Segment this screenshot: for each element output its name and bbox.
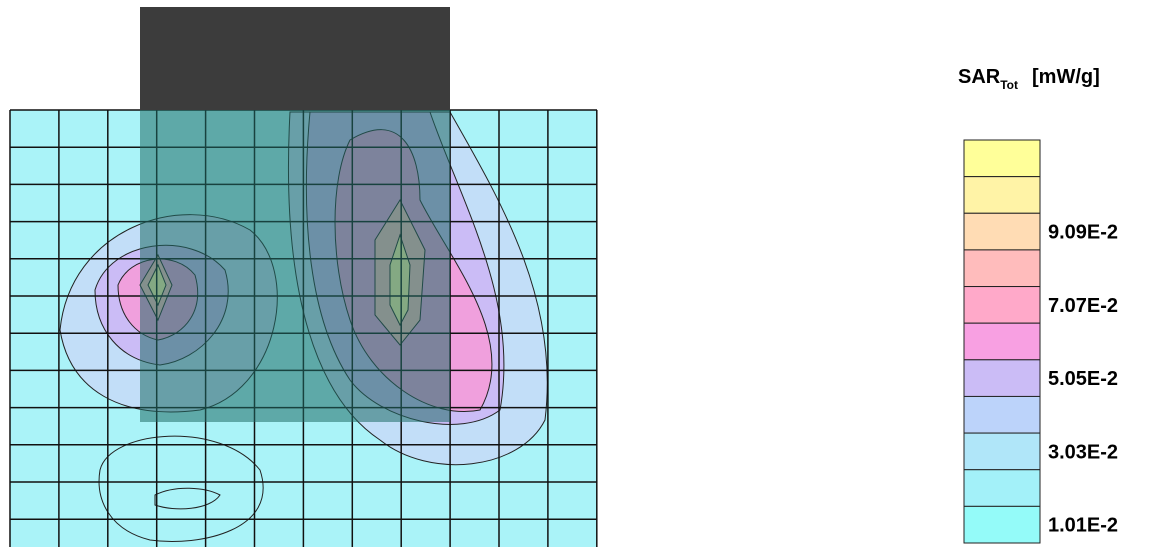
contour <box>154 487 221 510</box>
colorbar-label: 9.09E-2 <box>1048 222 1118 244</box>
colorbar-swatch <box>963 505 1041 544</box>
legend-title: SARTot [mW/g] <box>958 66 1100 92</box>
colorbar-swatch <box>963 469 1041 507</box>
phone-overlay <box>140 110 450 422</box>
colorbar-swatch <box>963 212 1041 251</box>
colorbar-swatch <box>963 286 1041 324</box>
phone-top <box>140 7 450 110</box>
colorbar: 9.09E-2 7.07E-2 5.05E-2 3.03E-2 1.01E-2 <box>963 139 1118 544</box>
colorbar-label: 5.05E-2 <box>1048 368 1118 390</box>
legend-unit: [mW/g] <box>1032 66 1100 88</box>
legend-title-main: SAR <box>958 66 1001 88</box>
contour-map <box>9 7 598 547</box>
colorbar-label: 7.07E-2 <box>1048 295 1118 317</box>
colorbar-swatch <box>963 249 1041 288</box>
legend-title-subscript: Tot <box>1000 78 1018 92</box>
colorbar-swatch <box>963 395 1041 434</box>
colorbar-swatch <box>963 322 1041 361</box>
colorbar-label: 3.03E-2 <box>1048 441 1118 463</box>
colorbar-swatch <box>963 176 1041 214</box>
colorbar-label: 1.01E-2 <box>1048 515 1118 537</box>
colorbar-swatch <box>963 432 1041 471</box>
colorbar-swatch <box>963 359 1041 397</box>
colorbar-swatch <box>963 139 1041 178</box>
